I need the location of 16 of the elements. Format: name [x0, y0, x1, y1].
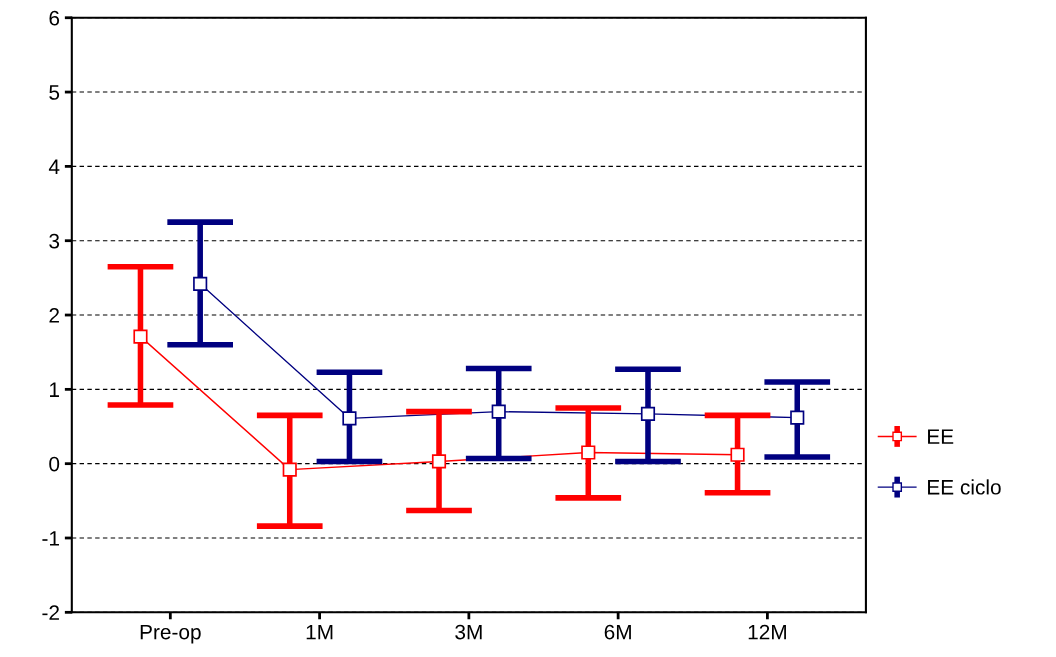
- y-tick-label: -1: [42, 531, 59, 546]
- y-tick-label: 1: [50, 382, 59, 397]
- legend-label: EE: [928, 429, 954, 444]
- x-tick-label: Pre-op: [140, 624, 201, 644]
- y-tick-label: 5: [49, 85, 60, 100]
- y-tick-label: 0: [49, 456, 60, 472]
- y-tick-label: 2: [49, 308, 59, 323]
- y-tick-label: 4: [48, 159, 60, 174]
- legend-label: EE ciclo: [928, 479, 1001, 495]
- x-tick-label: 6M: [604, 624, 631, 640]
- x-tick-label: 1M: [306, 624, 333, 640]
- y-tick-label: 6: [49, 10, 60, 26]
- y-tick-label: -2: [42, 605, 59, 620]
- y-tick-label: 3: [49, 233, 60, 249]
- x-tick-label: 12M: [748, 624, 786, 640]
- x-tick-label: 3M: [455, 624, 482, 640]
